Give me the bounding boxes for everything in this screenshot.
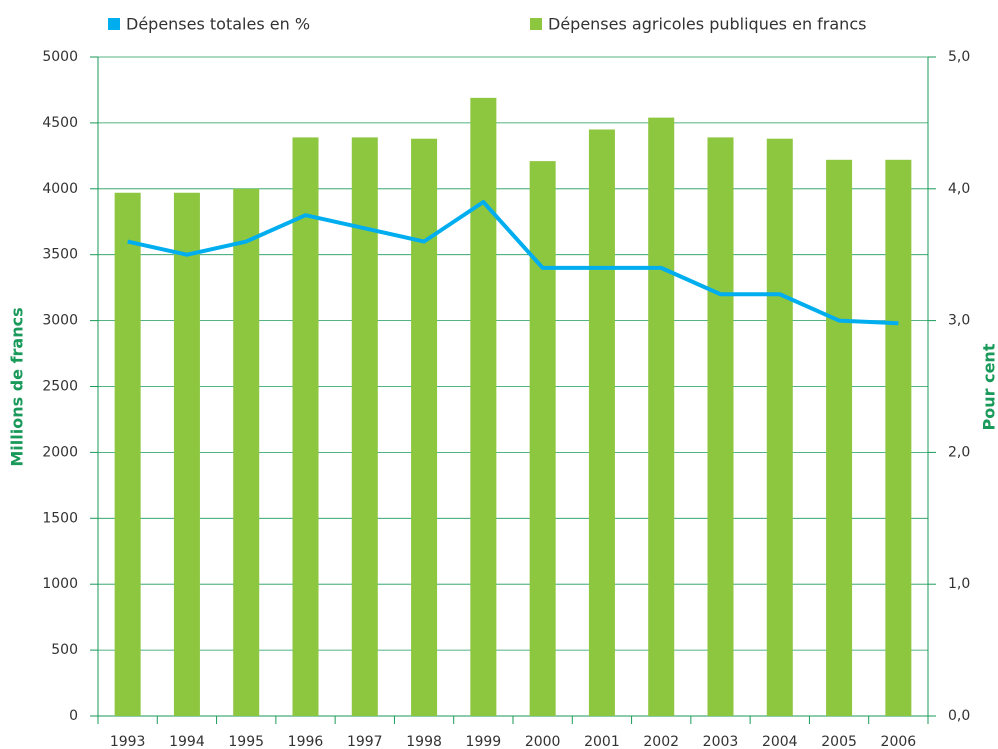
bar xyxy=(529,161,556,716)
x-tick-label: 1993 xyxy=(110,734,146,749)
legend-label: Dépenses totales en % xyxy=(126,15,310,34)
y2-tick-label: 1,0 xyxy=(948,576,970,592)
legend-label: Dépenses agricoles publiques en francs xyxy=(548,15,866,34)
line xyxy=(127,199,899,326)
x-tick-label: 1994 xyxy=(169,734,205,749)
legend-swatch xyxy=(108,18,120,30)
y-tick-label: 3500 xyxy=(42,247,78,263)
bar xyxy=(707,137,734,716)
x-tick-label: 1996 xyxy=(288,734,324,749)
x-tick-label: 1997 xyxy=(347,734,383,749)
y-tick-label: 3000 xyxy=(42,313,78,329)
x-tick-label: 2002 xyxy=(643,734,679,749)
y-tick-label: 2000 xyxy=(42,444,78,460)
x-tick-label: 1995 xyxy=(228,734,264,749)
y-tick-label: 0 xyxy=(69,708,78,724)
y-tick-label: 4500 xyxy=(42,115,78,131)
bar xyxy=(411,138,438,716)
y2-tick-label: 4,0 xyxy=(948,181,970,197)
x-tick-label: 2006 xyxy=(881,734,917,749)
y-axis-title: Millions de francs xyxy=(8,307,27,466)
bar xyxy=(470,97,497,716)
bar xyxy=(173,192,200,716)
bar xyxy=(648,117,675,717)
bar xyxy=(233,188,260,717)
y-tick-label: 500 xyxy=(51,642,78,658)
x-tick-label: 2003 xyxy=(703,734,739,749)
legend-swatch xyxy=(530,18,542,30)
bar xyxy=(766,138,793,716)
y2-tick-label: 2,0 xyxy=(948,444,970,460)
y2-tick-label: 3,0 xyxy=(948,313,970,329)
y-tick-label: 1000 xyxy=(42,576,78,592)
x-tick-label: 2001 xyxy=(584,734,620,749)
y-tick-label: 1500 xyxy=(42,510,78,526)
bar xyxy=(826,159,853,716)
bar xyxy=(885,159,912,716)
y-tick-label: 4000 xyxy=(42,181,78,197)
y2-axis-title: Pour cent xyxy=(980,343,998,430)
bar xyxy=(351,137,378,716)
y-tick-label: 2500 xyxy=(42,379,78,395)
x-tick-label: 2004 xyxy=(762,734,798,749)
x-tick-label: 1999 xyxy=(466,734,502,749)
x-tick-label: 2005 xyxy=(821,734,857,749)
x-tick-label: 2000 xyxy=(525,734,561,749)
bar xyxy=(292,137,319,716)
y-tick-label: 5000 xyxy=(42,49,78,65)
y2-tick-label: 5,0 xyxy=(948,49,970,65)
bar xyxy=(588,129,615,717)
bar xyxy=(114,192,141,716)
x-tick-label: 1998 xyxy=(406,734,442,749)
y2-tick-label: 0,0 xyxy=(948,708,970,724)
